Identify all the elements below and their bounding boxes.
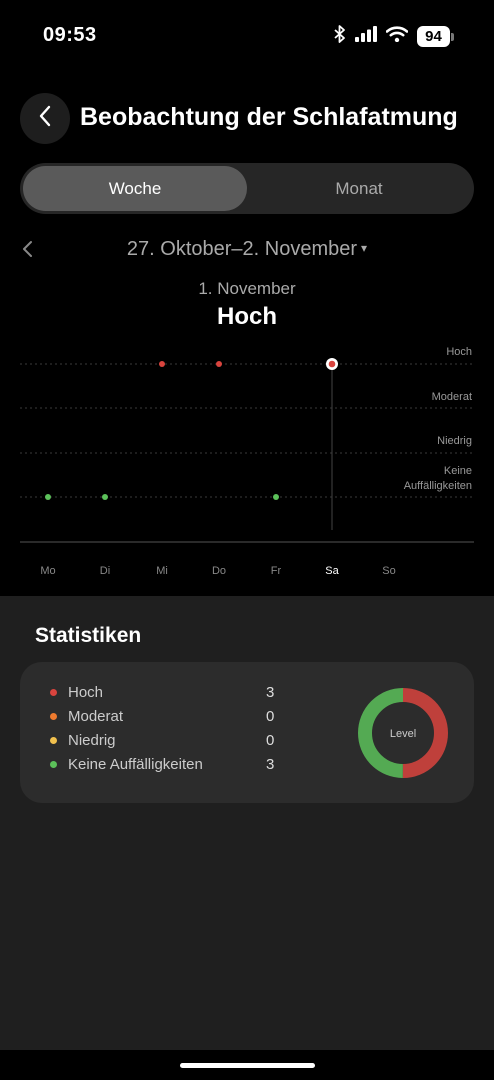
stat-count: 0 xyxy=(266,731,275,749)
battery-icon: 94 xyxy=(417,26,454,47)
period-segmented-control: Woche Monat xyxy=(20,163,474,214)
level-donut-chart: Level xyxy=(358,688,448,778)
stat-row-niedrig: Niedrig 0 xyxy=(50,728,274,752)
wifi-icon xyxy=(385,26,409,47)
data-point-selected xyxy=(328,360,336,368)
bottom-bar xyxy=(0,1050,494,1080)
statistics-section: Statistiken Hoch 3 Moderat 0 Niedrig 0 K… xyxy=(0,596,494,1050)
stat-count: 3 xyxy=(266,683,275,701)
date-range-row: 27. Oktober–2. November ▾ xyxy=(0,233,494,265)
selected-level: Hoch xyxy=(217,303,277,330)
y-axis-label: Auffälligkeiten xyxy=(404,480,472,492)
date-range-selector[interactable]: 27. Oktober–2. November ▾ xyxy=(0,238,494,261)
donut-slice xyxy=(358,688,448,778)
cellular-signal-icon xyxy=(355,26,377,47)
y-axis-label: Niedrig xyxy=(437,435,472,447)
data-point xyxy=(102,494,108,500)
selected-date: 1. November xyxy=(198,279,296,298)
stat-label: Keine Auffälligkeiten xyxy=(68,755,203,773)
tab-week[interactable]: Woche xyxy=(23,166,247,211)
y-axis-label: Moderat xyxy=(432,391,472,403)
x-axis-label: Mi xyxy=(156,565,168,577)
home-indicator[interactable] xyxy=(180,1063,315,1068)
stat-count: 0 xyxy=(266,707,275,725)
y-axis-label: Keine xyxy=(444,465,472,477)
header: Beobachtung der Schlafatmung xyxy=(20,93,474,144)
page-title: Beobachtung der Schlafatmung xyxy=(80,103,458,131)
date-range-label: 27. Oktober–2. November xyxy=(126,238,358,260)
stat-row-moderat: Moderat 0 xyxy=(50,704,274,728)
battery-level: 94 xyxy=(417,26,450,47)
legend-dot xyxy=(50,712,57,720)
back-button[interactable] xyxy=(20,93,70,144)
x-axis-label: Do xyxy=(212,565,226,577)
statistics-card: Hoch 3 Moderat 0 Niedrig 0 Keine Auffäll… xyxy=(20,662,474,803)
statistics-title: Statistiken xyxy=(35,624,142,647)
x-axis-label: Di xyxy=(100,565,110,577)
status-icons: 94 xyxy=(334,25,454,48)
breathing-level-chart[interactable]: Hoch Moderat Niedrig Keine Auffälligkeiten Mo… xyxy=(0,340,494,590)
data-point xyxy=(216,361,222,367)
donut-center-label: Level xyxy=(390,728,416,740)
stat-row-keine: Keine Auffälligkeiten 3 xyxy=(50,752,274,776)
stat-label: Moderat xyxy=(68,707,124,725)
x-axis-label: Mo xyxy=(40,565,55,577)
previous-range-button[interactable] xyxy=(18,237,38,261)
bluetooth-icon xyxy=(334,25,346,48)
x-axis-label: Sa xyxy=(325,565,339,577)
x-axis-label: So xyxy=(382,565,395,577)
y-axis-label: Hoch xyxy=(446,346,472,358)
stat-count: 3 xyxy=(266,755,275,773)
x-axis-label: Fr xyxy=(271,565,282,577)
legend-dot xyxy=(50,760,57,768)
legend-dot xyxy=(50,736,57,744)
data-point xyxy=(159,361,165,367)
chevron-left-icon xyxy=(18,241,38,265)
legend-dot xyxy=(50,688,57,696)
status-bar: 09:53 94 xyxy=(0,0,494,70)
caret-down-icon: ▾ xyxy=(361,241,368,255)
data-point xyxy=(45,494,51,500)
tab-month[interactable]: Monat xyxy=(335,178,383,198)
stat-label: Niedrig xyxy=(68,731,116,749)
chevron-left-icon xyxy=(38,105,52,132)
stat-label: Hoch xyxy=(68,683,104,701)
data-point xyxy=(273,494,279,500)
status-time: 09:53 xyxy=(43,24,97,46)
stat-row-hoch: Hoch 3 xyxy=(50,680,274,704)
